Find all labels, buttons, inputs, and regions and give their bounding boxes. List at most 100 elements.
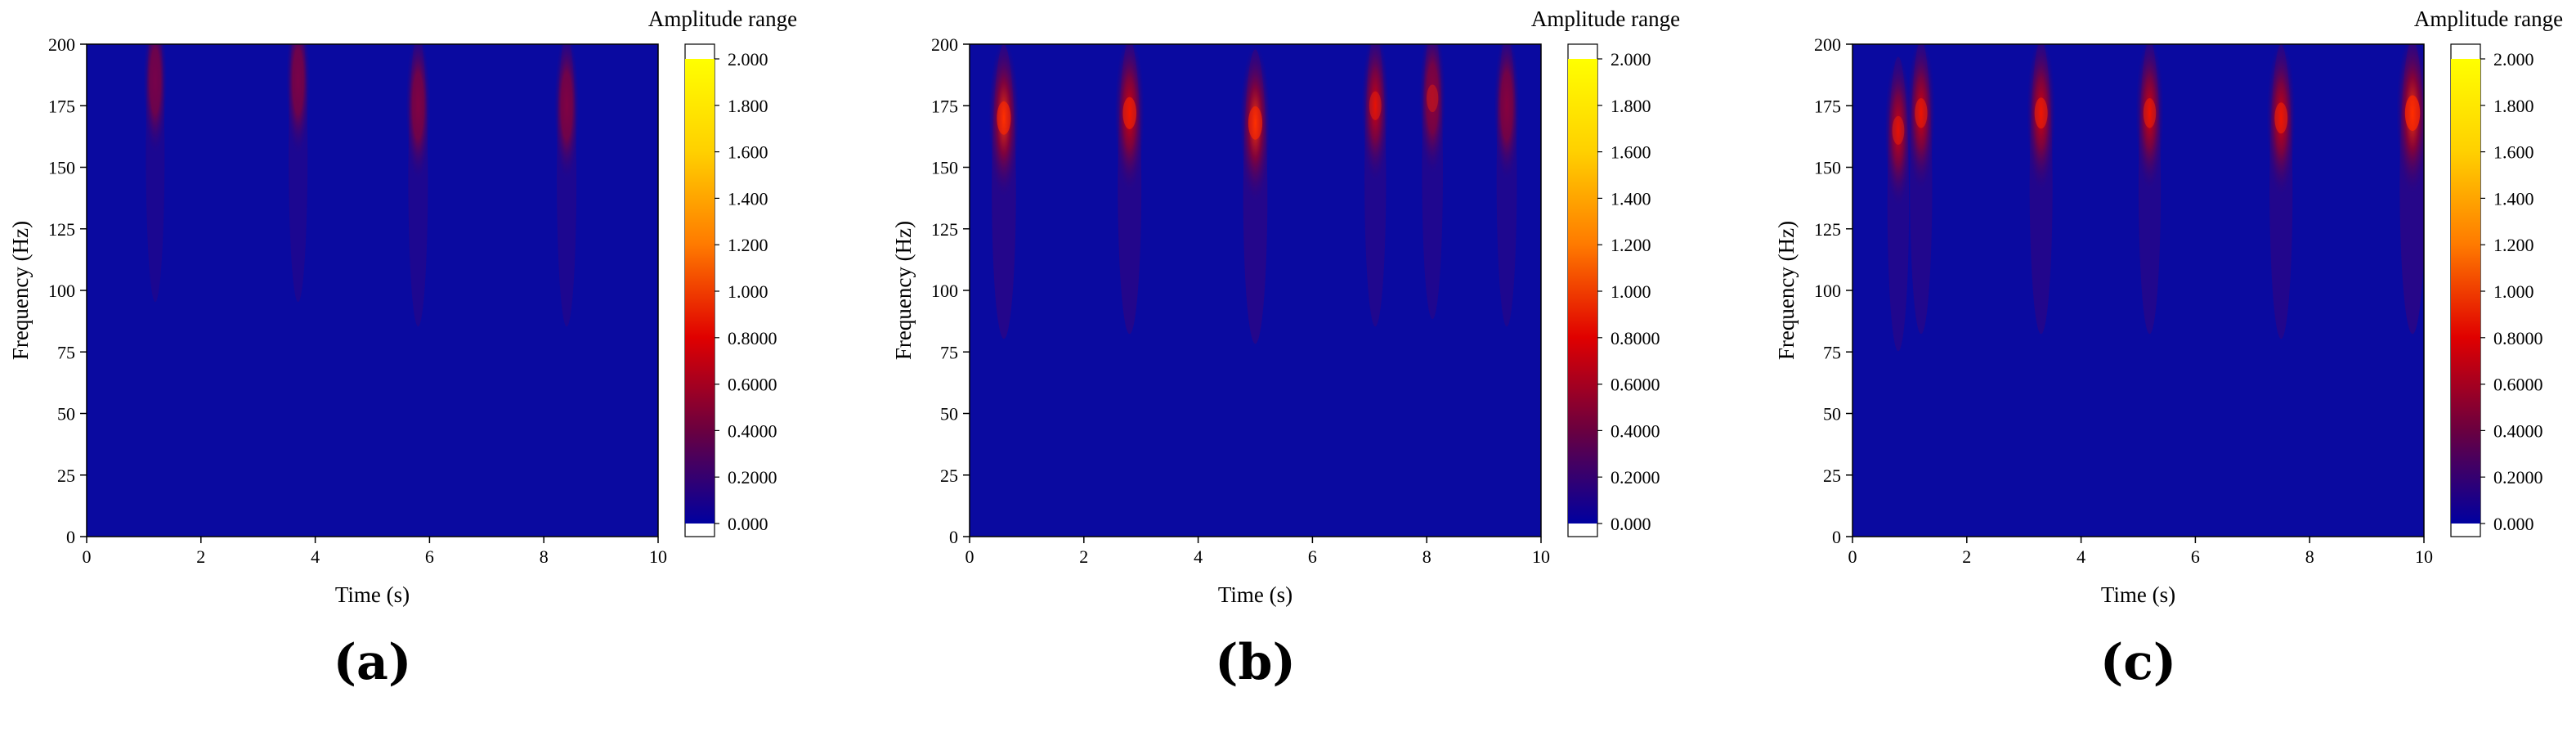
x-tick-label: 2 [1079, 546, 1088, 567]
hotspot-mark [1419, 44, 1446, 173]
x-tick-label: 2 [196, 546, 205, 567]
colorbar-tick-label: 1.800 [2493, 96, 2534, 116]
colorbar-tick-label: 1.200 [728, 235, 768, 255]
y-axis-title: Frequency (Hz) [1774, 221, 1799, 360]
hotspot-mark [1906, 44, 1935, 190]
colorbar-tick-label: 0.8000 [728, 328, 777, 348]
x-tick-label: 6 [425, 546, 434, 567]
y-tick-label: 25 [940, 465, 958, 486]
heatmap-hotspots [988, 44, 1520, 344]
colorbar-tick-label: 0.2000 [1611, 467, 1660, 488]
y-tick-label: 0 [1832, 527, 1841, 547]
y-axis-title: Frequency (Hz) [891, 221, 916, 360]
colorbar-tick-label: 0.4000 [2493, 420, 2543, 441]
hotspot-core [2034, 97, 2048, 129]
heatmap-hotspots [1884, 44, 2424, 352]
y-tick-label: 0 [949, 527, 958, 547]
colorbar-tick-label: 1.400 [1611, 188, 1651, 209]
hotspot-core [1915, 97, 1928, 128]
colorbar-tick-label: 0.6000 [1611, 375, 1660, 395]
colorbar-tick-label: 0.000 [1611, 514, 1651, 534]
y-tick-label: 25 [57, 465, 75, 486]
colorbar-title: Amplitude range [1531, 7, 1680, 31]
y-axis-title: Frequency (Hz) [8, 221, 33, 360]
hotspot-mark [1361, 44, 1389, 182]
y-tick-label: 125 [931, 219, 958, 240]
colorbar-tick-label: 0.6000 [728, 375, 777, 395]
x-tick-label: 0 [965, 546, 974, 567]
hotspot-core [1427, 84, 1439, 113]
x-tick-label: 4 [1194, 546, 1203, 567]
x-tick-label: 10 [1532, 546, 1550, 567]
colorbar-tick-label: 1.000 [2493, 281, 2534, 302]
colorbar-tick-label: 1.800 [1611, 96, 1651, 116]
colorbar-tick-label: 0.2000 [728, 467, 777, 488]
x-tick-label: 8 [540, 546, 549, 567]
colorbar-tick-label: 2.000 [1611, 49, 1651, 70]
colorbar-tick-label: 1.000 [728, 281, 768, 302]
colorbar-tick-label: 2.000 [728, 49, 768, 70]
colorbar-tick-label: 1.600 [2493, 142, 2534, 163]
hotspot-core [1248, 106, 1263, 140]
y-tick-label: 100 [931, 281, 958, 301]
colorbar-tick-label: 0.6000 [2493, 375, 2543, 395]
colorbar-tick-label: 1.000 [1611, 281, 1651, 302]
x-tick-label: 8 [2305, 546, 2314, 567]
x-tick-label: 10 [649, 546, 667, 567]
hotspot-core [1892, 115, 1905, 145]
colorbar-tick-label: 1.200 [2493, 235, 2534, 255]
x-tick-label: 4 [2076, 546, 2085, 567]
hotspot-mark [1884, 55, 1912, 206]
y-tick-label: 0 [66, 527, 75, 547]
y-tick-label: 25 [1823, 465, 1841, 486]
y-tick-label: 125 [1814, 219, 1841, 240]
hotspot-core [2404, 95, 2421, 132]
x-tick-label: 2 [1962, 546, 1971, 567]
colorbar-gradient [2451, 59, 2480, 524]
colorbar-tick-label: 1.600 [728, 142, 768, 163]
colorbar-tick-label: 1.800 [728, 96, 768, 116]
hotspot-mark [143, 44, 168, 153]
hotspot-mark [286, 44, 311, 154]
x-tick-label: 6 [1308, 546, 1317, 567]
hotspot-core [1122, 97, 1137, 129]
y-tick-label: 200 [48, 34, 75, 55]
x-axis-title: Time (s) [1218, 582, 1292, 607]
panel-label: (c) [2100, 634, 2176, 691]
spectrogram-panel-c: 0 2 4 6 8 10 0 25 50 75 100 125 150 175 200 Time (s) Fre… [1766, 0, 2576, 746]
colorbar-tick-label: 1.200 [1611, 235, 1651, 255]
y-tick-label: 50 [940, 404, 958, 425]
y-tick-label: 175 [931, 96, 958, 116]
colorbar-tick-label: 1.400 [728, 188, 768, 209]
heatmap-hotspots [143, 44, 580, 327]
y-tick-label: 125 [48, 219, 75, 240]
x-tick-label: 6 [2191, 546, 2200, 567]
x-tick-label: 0 [1848, 546, 1857, 567]
y-tick-label: 175 [1814, 96, 1841, 116]
colorbar-tick-label: 0.8000 [2493, 328, 2543, 348]
colorbar-tick-label: 0.000 [2493, 514, 2534, 534]
x-tick-label: 10 [2415, 546, 2433, 567]
y-tick-label: 200 [1814, 34, 1841, 55]
colorbar-tick-label: 0.8000 [1611, 328, 1660, 348]
x-axis-title: Time (s) [2101, 582, 2175, 607]
colorbar-tick-label: 1.600 [1611, 142, 1651, 163]
hotspot-mark [405, 44, 431, 179]
y-tick-label: 100 [48, 281, 75, 301]
y-tick-label: 150 [48, 158, 75, 178]
x-tick-label: 0 [83, 546, 92, 567]
y-tick-label: 150 [931, 158, 958, 178]
colorbar-tick-label: 0.4000 [728, 420, 777, 441]
hotspot-core [997, 101, 1011, 135]
colorbar-tick-label: 0.000 [728, 514, 768, 534]
colorbar-tick-label: 0.2000 [2493, 467, 2543, 488]
y-tick-label: 50 [57, 404, 75, 425]
hotspot-core [2274, 102, 2288, 134]
colorbar-tick-label: 1.400 [2493, 188, 2534, 209]
panel-label: (a) [334, 634, 412, 691]
x-tick-label: 4 [311, 546, 320, 567]
x-tick-label: 8 [1422, 546, 1431, 567]
